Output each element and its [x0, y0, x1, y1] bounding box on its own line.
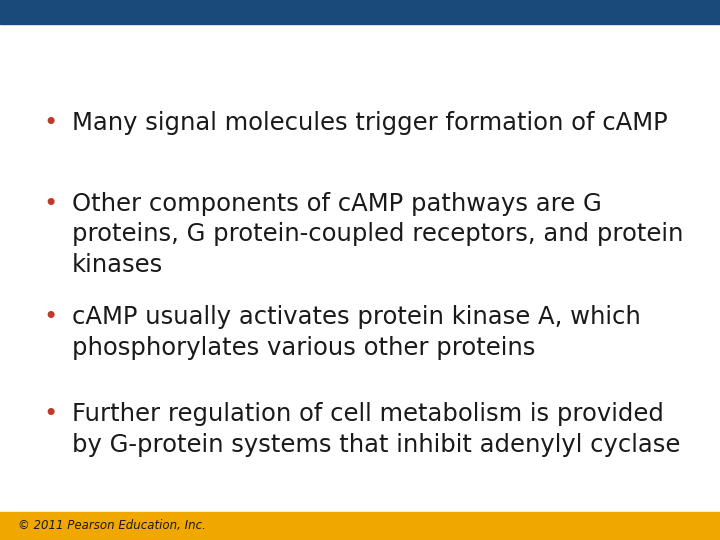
Text: •: •: [43, 192, 58, 215]
Text: •: •: [43, 305, 58, 329]
Bar: [0, 0, 720, 24]
Text: cAMP usually activates protein kinase A, which
phosphorylates various other prot: cAMP usually activates protein kinase A,…: [72, 305, 641, 360]
Text: •: •: [43, 402, 58, 426]
Text: •: •: [43, 111, 58, 134]
Bar: [0, 512, 720, 540]
Text: Other components of cAMP pathways are G
proteins, G protein-coupled receptors, a: Other components of cAMP pathways are G …: [72, 192, 683, 277]
Text: Further regulation of cell metabolism is provided
by G-protein systems that inhi: Further regulation of cell metabolism is…: [72, 402, 680, 457]
Text: © 2011 Pearson Education, Inc.: © 2011 Pearson Education, Inc.: [18, 519, 206, 532]
Text: Many signal molecules trigger formation of cAMP: Many signal molecules trigger formation …: [72, 111, 667, 134]
